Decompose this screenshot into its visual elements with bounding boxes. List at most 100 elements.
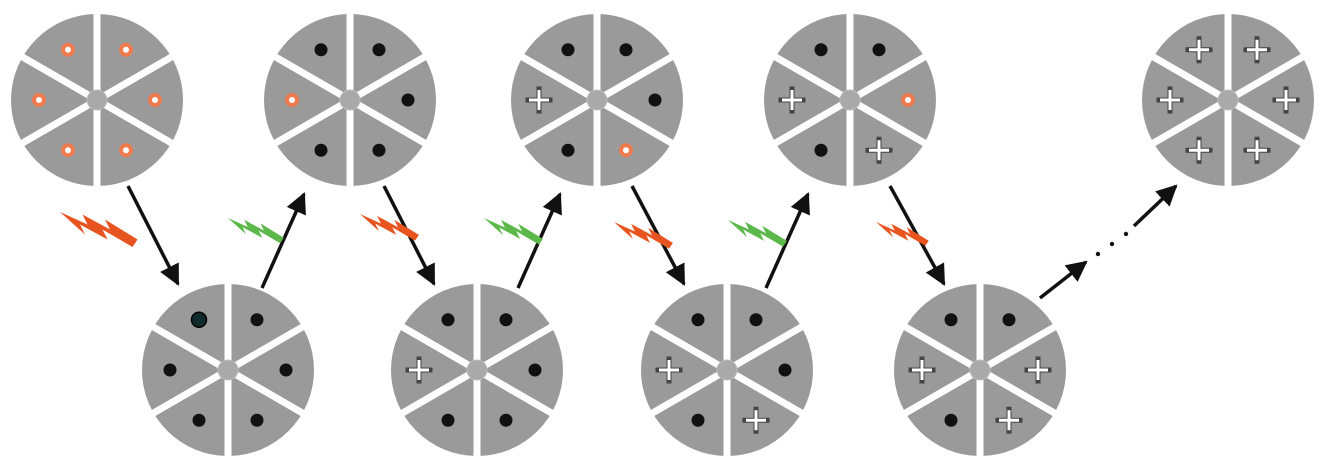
filled-dot-icon <box>250 413 264 427</box>
sector-divider <box>733 323 805 369</box>
disk-hub <box>217 359 239 381</box>
disk-hub <box>86 89 108 111</box>
ringed-dot-icon <box>119 143 133 158</box>
green-lightning-icon <box>484 218 543 245</box>
disks-layer <box>11 13 1314 457</box>
sector-divider <box>649 323 721 369</box>
sector-divider <box>986 323 1058 369</box>
disk-top-5 <box>1142 13 1314 187</box>
plus-icon <box>1272 86 1300 114</box>
disk-bottom-1 <box>142 283 314 457</box>
sector-divider <box>902 323 974 369</box>
filled-dot-icon <box>441 313 455 327</box>
sector-divider <box>856 101 928 147</box>
orange-lightning-icon <box>614 222 673 249</box>
disk-bottom-3 <box>641 283 813 457</box>
filled-dot-icon <box>499 413 513 427</box>
sector-divider <box>356 53 428 99</box>
filled-dot-icon <box>944 413 958 427</box>
ringed-dot-icon <box>119 42 133 57</box>
orange-lightning-icon <box>876 222 929 246</box>
filled-dot-icon <box>372 143 386 157</box>
disk-hub <box>1217 89 1239 111</box>
disk-hub <box>466 359 488 381</box>
disk-hub <box>586 89 608 111</box>
plus-icon <box>1185 36 1213 64</box>
ringed-dot-icon <box>61 143 75 158</box>
plus-icon <box>525 86 553 114</box>
transition-arrow-icon <box>764 192 810 289</box>
transition-arrow-icon <box>126 185 180 286</box>
filled-dot-icon <box>1002 313 1016 327</box>
filled-dot-icon <box>872 43 886 57</box>
orange-lightning-icon <box>360 214 419 241</box>
filled-dot-icon <box>528 363 542 377</box>
plus-icon <box>908 356 936 384</box>
sector-divider <box>483 323 555 369</box>
sector-divider <box>483 371 555 417</box>
sector-divider <box>902 371 974 417</box>
filled-dot-icon <box>749 313 763 327</box>
plus-icon <box>1243 36 1271 64</box>
transition-arrow-icon <box>1132 184 1178 228</box>
filled-dot-icon <box>944 313 958 327</box>
ringed-dot-icon <box>32 93 46 107</box>
ellipsis-icon <box>1095 231 1129 257</box>
sector-divider <box>772 101 844 147</box>
orange-lightning-icon <box>60 212 138 247</box>
filled-dot-icon <box>250 313 264 327</box>
plus-icon <box>1185 136 1213 164</box>
filled-dot-icon <box>814 143 828 157</box>
filled-dot-icon <box>561 143 575 157</box>
sector-divider <box>1150 101 1222 147</box>
plus-icon <box>655 356 683 384</box>
transition-arrow-icon <box>260 192 306 289</box>
filled-dot-icon <box>372 43 386 57</box>
plus-icon <box>995 406 1023 434</box>
sector-divider <box>19 101 91 147</box>
sector-divider <box>603 53 675 99</box>
sector-divider <box>603 101 675 147</box>
sector-divider <box>399 371 471 417</box>
green-lightning-icon <box>728 220 787 247</box>
sector-divider <box>103 101 175 147</box>
filled-dot-icon <box>314 43 328 57</box>
sector-divider <box>649 371 721 417</box>
sector-divider <box>733 371 805 417</box>
ringed-dot-icon <box>148 93 162 107</box>
plus-icon <box>778 86 806 114</box>
plus-icon <box>742 406 770 434</box>
sector-divider <box>150 371 222 417</box>
filled-dot-icon <box>190 311 208 329</box>
filled-dot-icon <box>441 413 455 427</box>
filled-dot-icon <box>619 43 633 57</box>
sector-divider <box>234 371 306 417</box>
plus-icon <box>1243 136 1271 164</box>
filled-dot-icon <box>561 43 575 57</box>
sector-divider <box>150 323 222 369</box>
ringed-dot-icon <box>285 93 299 107</box>
sector-divider <box>399 323 471 369</box>
transition-arrow-icon <box>1038 260 1088 300</box>
plus-icon <box>1024 356 1052 384</box>
sector-divider <box>856 53 928 99</box>
filled-dot-icon <box>814 43 828 57</box>
ringed-dot-icon <box>901 93 915 107</box>
filled-dot-icon <box>778 363 792 377</box>
filled-dot-icon <box>499 313 513 327</box>
filled-dot-icon <box>691 413 705 427</box>
sector-divider <box>519 53 591 99</box>
disk-top-3 <box>511 13 683 187</box>
disk-top-1 <box>11 13 183 187</box>
filled-dot-icon <box>691 313 705 327</box>
disk-bottom-4 <box>894 283 1066 457</box>
plus-icon <box>865 136 893 164</box>
disk-hub <box>716 359 738 381</box>
sector-divider <box>272 101 344 147</box>
plus-icon <box>405 356 433 384</box>
filled-dot-icon <box>648 93 662 107</box>
sector-divider <box>519 101 591 147</box>
sector-divider <box>772 53 844 99</box>
filled-dot-icon <box>163 363 177 377</box>
